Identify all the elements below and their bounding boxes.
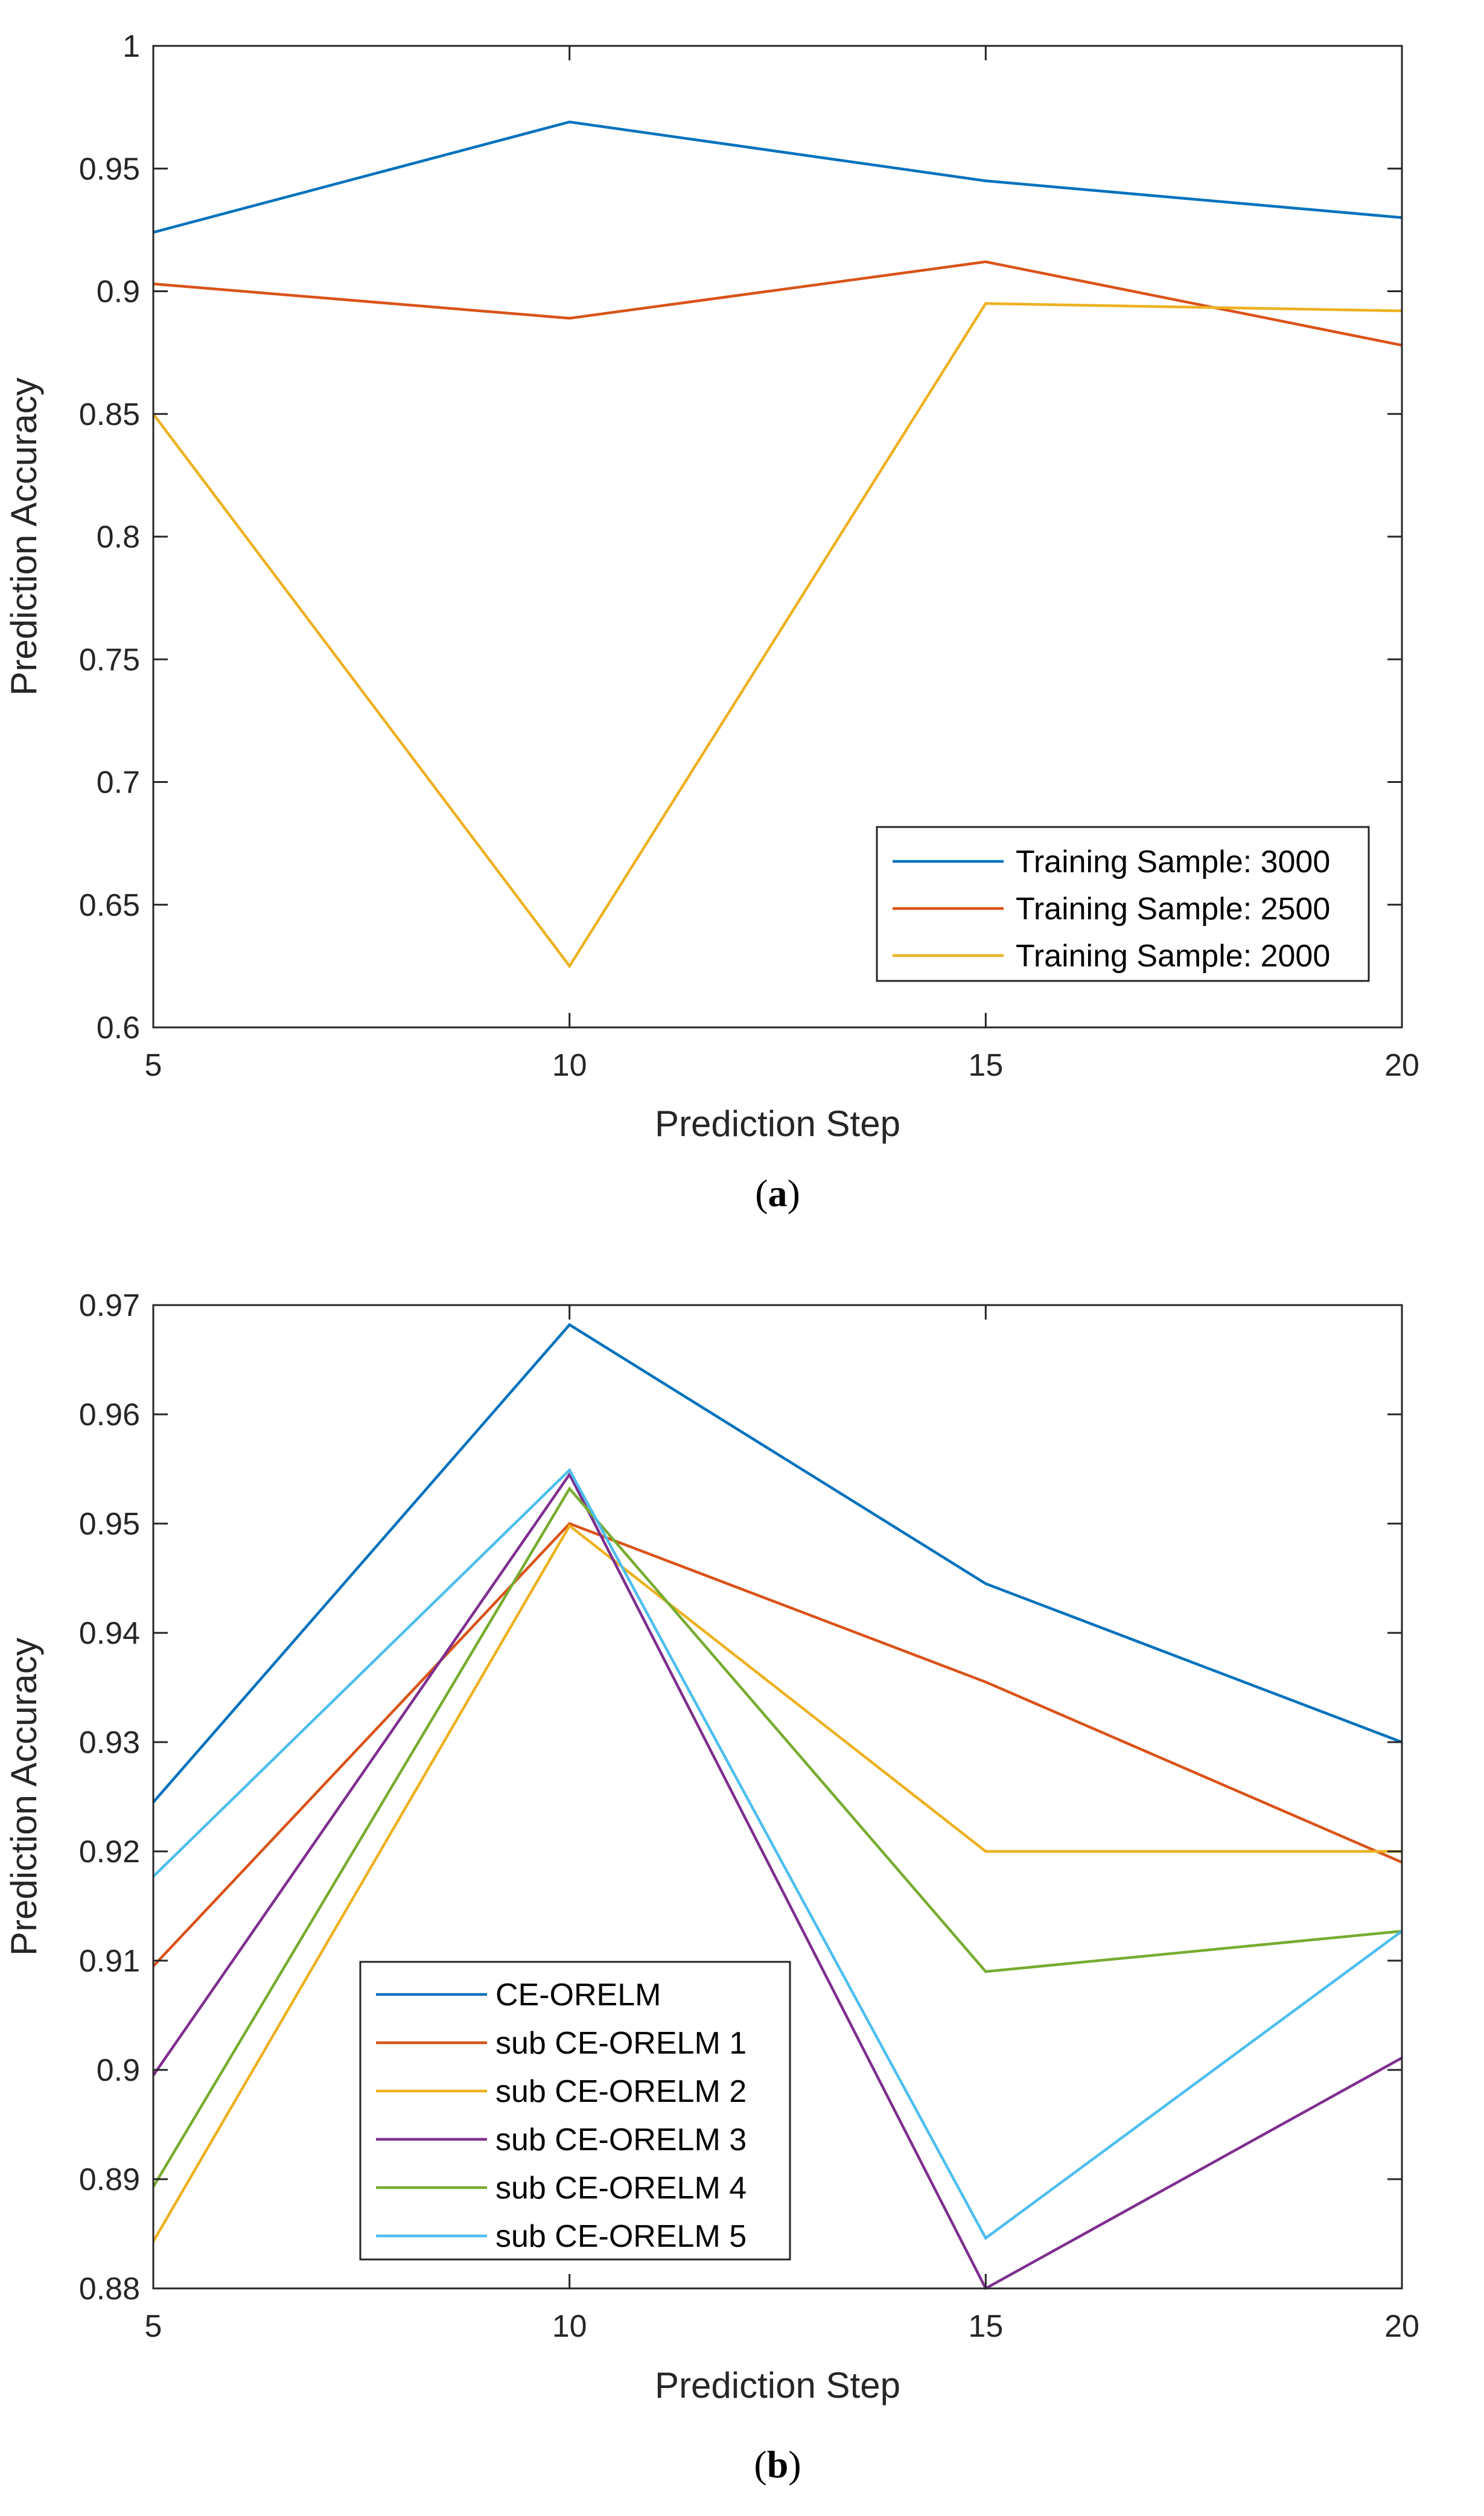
caption-close: ) [788, 2443, 801, 2486]
caption-close: ) [788, 1172, 800, 1215]
x-tick-label: 20 [1384, 2309, 1419, 2344]
chart-panel-b: 5 10 15 20 0.88 0.89 0.9 0.91 0.92 0.93 0.94 0.95 0.… [4, 1288, 1419, 2486]
y-tick-label: 0.96 [79, 1397, 140, 1432]
caption-open: ( [755, 1172, 768, 1215]
series-line-3 [153, 302, 1402, 969]
y-tick-label: 0.97 [79, 1288, 140, 1323]
y-axis-label: Prediction Accuracy [4, 378, 44, 696]
x-axis-label: Prediction Step [655, 1103, 900, 1144]
x-tick-label: 5 [145, 2309, 162, 2344]
legend: CE-ORELM sub CE-ORELM 1 sub CE-ORELM 2 sub … [359, 1961, 791, 2261]
series-line-5 [153, 1486, 1402, 2188]
panel-caption: (a) [755, 1172, 800, 1215]
x-axis-label: Prediction Step [655, 2365, 900, 2406]
legend-label-2: sub CE-ORELM 1 [495, 2026, 747, 2061]
series-line-3 [153, 1524, 1402, 2243]
axes-box [152, 1304, 1403, 2290]
y-tick-label: 0.8 [97, 520, 140, 555]
y-axis-label: Prediction Accuracy [4, 1638, 44, 1956]
y-tick-label: 0.95 [79, 152, 140, 187]
caption-letter: b [767, 2443, 789, 2486]
series-line-1 [153, 120, 1402, 234]
x-tick-label: 15 [968, 1048, 1003, 1083]
series-line-2 [153, 1522, 1402, 1967]
y-tick-label: 0.88 [79, 2272, 140, 2307]
y-tick-label: 0.65 [79, 888, 140, 923]
y-tick-label: 0.89 [79, 2162, 140, 2197]
legend-label-1: Training Sample: 3000 [1016, 845, 1330, 880]
y-tick-label: 0.9 [97, 275, 140, 310]
chart-panel-a: 5 10 15 20 0.6 0.65 0.7 0.75 0.8 0.85 0.9 0.95 1 Pred… [4, 29, 1419, 1215]
legend-label-2: Training Sample: 2500 [1016, 892, 1330, 927]
y-tick-label: 0.94 [79, 1616, 140, 1651]
legend-label-3: Training Sample: 2000 [1016, 939, 1330, 974]
y-tick-label: 0.91 [79, 1944, 140, 1979]
y-tick-label: 0.75 [79, 642, 140, 677]
legend-label-4: sub CE-ORELM 3 [495, 2122, 747, 2157]
x-tick-label: 10 [552, 2309, 587, 2344]
y-tick-label: 0.95 [79, 1507, 140, 1542]
y-tick-label: 0.92 [79, 1834, 140, 1869]
x-tick-label: 5 [145, 1048, 162, 1083]
series-line-2 [153, 260, 1402, 347]
y-tick-label: 0.6 [97, 1011, 140, 1046]
series-line-6 [153, 1467, 1402, 2241]
legend-label-5: sub CE-ORELM 4 [495, 2171, 747, 2206]
caption-letter: a [768, 1172, 788, 1215]
series-group [153, 1323, 1402, 2290]
x-tick-label: 10 [552, 1048, 587, 1083]
legend: Training Sample: 3000 Training Sample: 25… [876, 826, 1370, 982]
legend-label-6: sub CE-ORELM 5 [495, 2219, 747, 2254]
series-group [153, 120, 1402, 969]
y-tick-label: 0.7 [97, 765, 140, 800]
y-tick-label: 0.9 [97, 2053, 140, 2088]
y-tick-label: 0.85 [79, 397, 140, 432]
legend-label-1: CE-ORELM [495, 1978, 661, 2013]
legend-box [359, 1961, 791, 2261]
y-tick-label: 1 [123, 29, 140, 64]
y-tick-label: 0.93 [79, 1725, 140, 1760]
caption-open: ( [754, 2443, 766, 2486]
series-line-4 [153, 1472, 1402, 2290]
series-line-1 [153, 1323, 1402, 1804]
x-tick-label: 20 [1384, 1048, 1419, 1083]
x-tick-label: 15 [968, 2309, 1003, 2344]
panel-caption: (b) [754, 2443, 801, 2486]
legend-label-3: sub CE-ORELM 2 [495, 2074, 747, 2109]
